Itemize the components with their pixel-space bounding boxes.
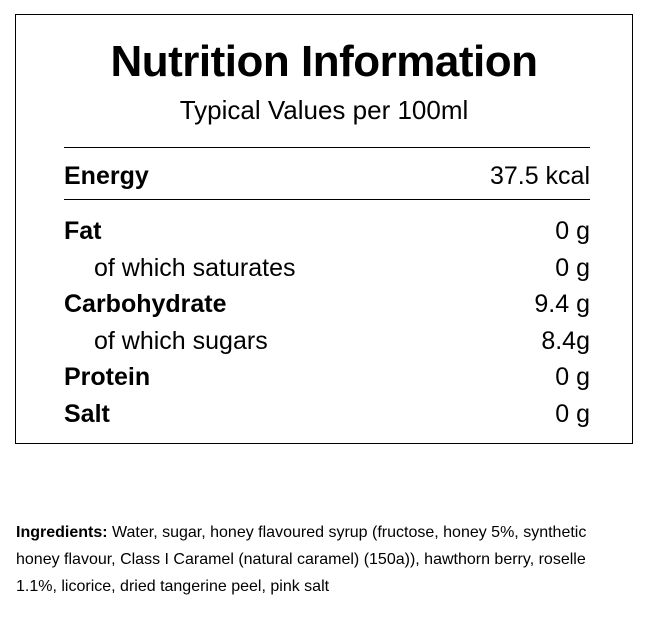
row-value: 0 g bbox=[555, 399, 590, 428]
row-label: Fat bbox=[64, 217, 102, 245]
divider bbox=[64, 199, 590, 200]
row-value: 0 g bbox=[555, 363, 590, 391]
nutrition-panel: Nutrition Information Typical Values per… bbox=[15, 14, 633, 444]
row-value: 9.4 g bbox=[534, 290, 590, 318]
row-value: 0 g bbox=[555, 217, 590, 245]
divider bbox=[64, 147, 590, 148]
nutrient-row: Protein 0 g bbox=[64, 359, 590, 395]
title: Nutrition Information bbox=[110, 37, 539, 86]
row-label: Protein bbox=[64, 363, 151, 391]
row-value: 8.4g bbox=[541, 326, 590, 355]
row-value: 37.5 kcal bbox=[489, 162, 590, 190]
row-label: Salt bbox=[64, 399, 110, 428]
nutrient-row: Carbohydrate 9.4 g bbox=[64, 286, 590, 322]
nutrient-row: Fat 0 g bbox=[64, 213, 590, 249]
row-label: Energy bbox=[64, 162, 149, 190]
ingredients: Ingredients: Water, sugar, honey flavour… bbox=[16, 519, 616, 600]
ingredients-text: Water, sugar, honey flavoured syrup (fru… bbox=[16, 524, 587, 595]
row-label: of which saturates bbox=[94, 253, 296, 282]
nutrient-row: Salt 0 g bbox=[64, 396, 590, 432]
energy-row: Energy 37.5 kcal bbox=[64, 158, 590, 194]
sub-nutrient-row: of which saturates 0 g bbox=[64, 250, 590, 286]
ingredients-label: Ingredients: bbox=[16, 524, 108, 541]
row-label: of which sugars bbox=[94, 326, 268, 355]
subtitle: Typical Values per 100ml bbox=[179, 95, 469, 125]
row-value: 0 g bbox=[555, 253, 590, 282]
row-label: Carbohydrate bbox=[64, 290, 227, 318]
sub-nutrient-row: of which sugars 8.4g bbox=[64, 323, 590, 359]
